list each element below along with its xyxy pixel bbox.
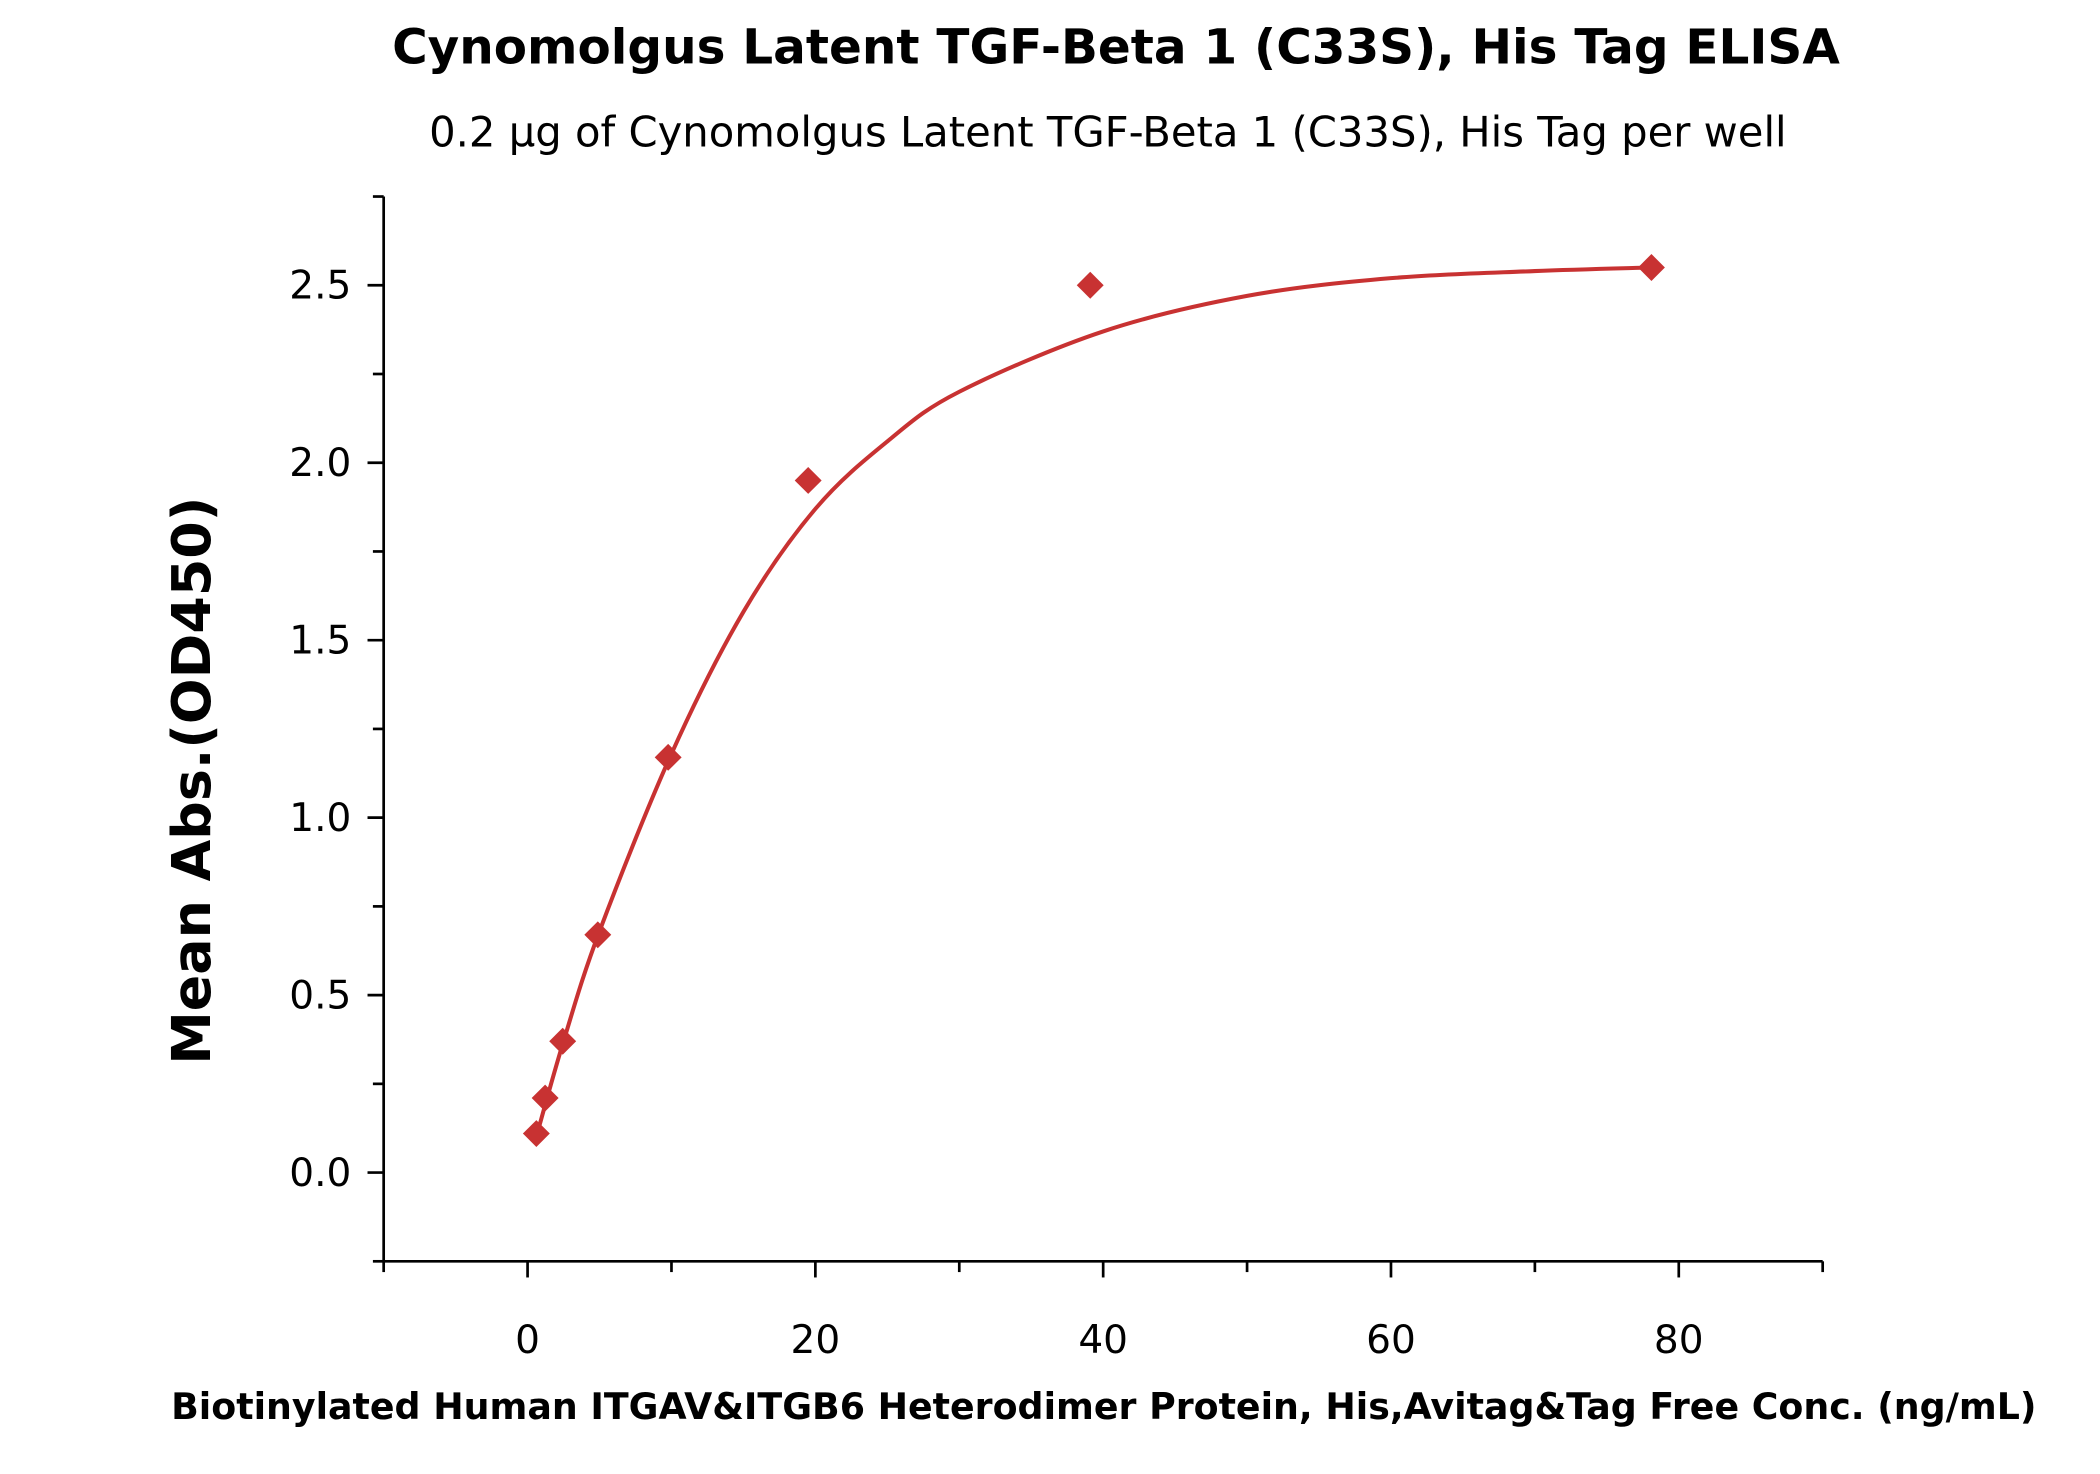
x-axis-label: Biotinylated Human ITGAV&ITGB6 Heterodim…: [171, 1385, 2036, 1428]
data-point: [654, 743, 682, 771]
x-tick-label: 60: [1366, 1318, 1416, 1363]
y-tick-label: 2.0: [289, 441, 351, 486]
y-tick-label: 1.5: [289, 619, 351, 664]
chart-subtitle: 0.2 µg of Cynomolgus Latent TGF-Beta 1 (…: [429, 108, 1787, 157]
data-point: [794, 467, 822, 494]
data-point: [531, 1084, 559, 1112]
x-tick-label: 40: [1078, 1318, 1128, 1363]
data-point: [522, 1120, 550, 1148]
x-tick-label: 20: [791, 1318, 841, 1363]
data-point: [584, 921, 612, 949]
y-tick-label: 0.5: [289, 974, 351, 1019]
data-point: [549, 1027, 577, 1055]
y-tick-label: 2.5: [289, 264, 351, 309]
chart-title: Cynomolgus Latent TGF-Beta 1 (C33S), His…: [392, 19, 1840, 75]
y-tick-label: 0.0: [289, 1151, 351, 1196]
fit-curve: [534, 265, 1651, 1138]
x-tick-label: 0: [515, 1318, 540, 1363]
x-tick-label: 80: [1654, 1318, 1704, 1363]
axes: 0.0 0.5 1.0 1.5 2.0 2.5 0 20 40 60 80: [289, 195, 1825, 1363]
y-tick-label: 1.0: [289, 796, 351, 841]
data-point: [1076, 271, 1104, 299]
data-point: [1637, 254, 1665, 281]
y-axis-label: Mean Abs.(OD450): [160, 497, 223, 1065]
